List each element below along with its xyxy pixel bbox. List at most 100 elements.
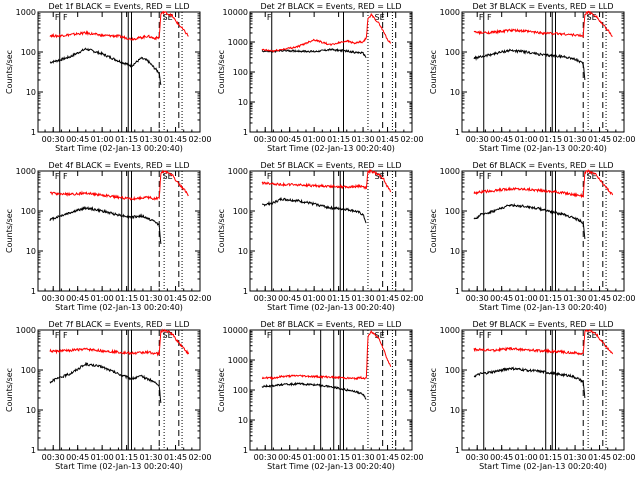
x-tick-label: 02:00 bbox=[400, 135, 423, 144]
x-axis-label: Start Time (02-Jan-13 00:20:40) bbox=[479, 144, 607, 153]
x-tick-label: 01:15 bbox=[327, 453, 350, 462]
x-axis-label: Start Time (02-Jan-13 00:20:40) bbox=[479, 303, 607, 312]
annotation-flag: F bbox=[479, 331, 484, 340]
x-tick-label: 01:15 bbox=[115, 294, 138, 303]
x-tick-label: 01:15 bbox=[327, 135, 350, 144]
x-tick-label: 02:00 bbox=[612, 135, 635, 144]
y-axis-label: Counts/sec bbox=[5, 368, 14, 412]
x-tick-label: 01:45 bbox=[588, 135, 611, 144]
x-tick-label: 01:30 bbox=[564, 294, 587, 303]
series-events-line bbox=[473, 48, 586, 81]
x-tick-label: 01:30 bbox=[352, 294, 375, 303]
x-tick-label: 02:00 bbox=[188, 294, 211, 303]
x-tick-label: 00:45 bbox=[66, 294, 89, 303]
panel-det-9: Det 9f BLACK = Events, RED = LLD 1 10 100 10… bbox=[429, 320, 636, 471]
annotation-flag: F bbox=[55, 13, 60, 22]
panel-det-6: Det 6f BLACK = Events, RED = LLD 1 10 100 10… bbox=[429, 161, 636, 312]
x-axis-label: Start Time (02-Jan-13 00:20:40) bbox=[267, 144, 395, 153]
x-tick-label: 00:30 bbox=[42, 294, 65, 303]
panel-det-2: Det 2f BLACK = Events, RED = LLD 1 10 100 10… bbox=[217, 2, 424, 153]
x-tick-label: 00:45 bbox=[490, 135, 513, 144]
x-tick-label: 01:45 bbox=[164, 135, 187, 144]
y-tick-label: 100 bbox=[233, 68, 248, 77]
panel-title: Det 4f BLACK = Events, RED = LLD bbox=[48, 161, 189, 170]
series-events-line bbox=[49, 47, 162, 86]
panel-title: Det 2f BLACK = Events, RED = LLD bbox=[260, 2, 401, 11]
x-tick-label: 01:00 bbox=[91, 135, 114, 144]
y-tick-label: 10 bbox=[450, 406, 460, 415]
plot-frame bbox=[249, 170, 413, 292]
x-tick-label: 01:30 bbox=[140, 135, 163, 144]
y-tick-label: 100 bbox=[21, 207, 36, 216]
series-lld-line bbox=[49, 328, 190, 357]
y-tick-label: 100 bbox=[21, 366, 36, 375]
x-axis-label: Start Time (02-Jan-13 00:20:40) bbox=[55, 462, 183, 471]
x-tick-label: 00:30 bbox=[466, 135, 489, 144]
x-tick-label: 01:30 bbox=[564, 135, 587, 144]
x-tick-label: 01:00 bbox=[515, 453, 538, 462]
y-tick-label: 100 bbox=[445, 366, 460, 375]
annotation-flag: SE bbox=[586, 172, 596, 181]
series-lld-line bbox=[473, 169, 614, 199]
y-axis-label: Counts/sec bbox=[429, 50, 438, 94]
y-tick-label: 100 bbox=[21, 48, 36, 57]
y-tick-label: 1 bbox=[243, 446, 248, 455]
annotation-flag: F bbox=[487, 172, 492, 181]
x-tick-label: 01:45 bbox=[588, 453, 611, 462]
x-axis-label: Start Time (02-Jan-13 00:20:40) bbox=[55, 144, 183, 153]
panel-title: Det 7f BLACK = Events, RED = LLD bbox=[48, 320, 189, 329]
panel-det-7: Det 7f BLACK = Events, RED = LLD 1 10 100 10… bbox=[5, 320, 212, 471]
x-tick-label: 01:15 bbox=[327, 294, 350, 303]
y-axis-label: Counts/sec bbox=[5, 209, 14, 253]
y-tick-label: 1 bbox=[455, 446, 460, 455]
y-tick-label: 1 bbox=[455, 287, 460, 296]
x-tick-label: 02:00 bbox=[188, 453, 211, 462]
series-lld-line bbox=[49, 10, 189, 41]
annotation-flag: SE bbox=[586, 331, 596, 340]
panel-det-5: Det 5f BLACK = Events, RED = LLD 1 10 100 10… bbox=[217, 161, 424, 312]
x-tick-label: 00:45 bbox=[278, 294, 301, 303]
y-tick-label: 10 bbox=[238, 98, 248, 107]
y-tick-label: 100 bbox=[445, 207, 460, 216]
y-tick-label: 1 bbox=[31, 128, 36, 137]
plot-frame bbox=[37, 170, 201, 292]
series-lld-line bbox=[261, 329, 392, 381]
x-tick-label: 00:45 bbox=[278, 453, 301, 462]
series-lld-line bbox=[49, 169, 189, 201]
x-tick-label: 01:30 bbox=[352, 135, 375, 144]
x-tick-label: 00:30 bbox=[254, 294, 277, 303]
x-tick-label: 01:00 bbox=[515, 294, 538, 303]
plot-frame bbox=[461, 170, 625, 292]
x-tick-label: 01:45 bbox=[376, 453, 399, 462]
x-tick-label: 02:00 bbox=[188, 135, 211, 144]
x-axis-label: Start Time (02-Jan-13 00:20:40) bbox=[267, 303, 395, 312]
y-axis-label: Counts/sec bbox=[5, 50, 14, 94]
annotation-flag: F bbox=[55, 331, 60, 340]
x-tick-label: 01:15 bbox=[115, 135, 138, 144]
annotation-flag: F bbox=[63, 331, 68, 340]
plot-frame bbox=[37, 11, 201, 133]
x-tick-label: 01:45 bbox=[376, 135, 399, 144]
x-axis-label: Start Time (02-Jan-13 00:20:40) bbox=[55, 303, 183, 312]
x-tick-label: 00:30 bbox=[42, 453, 65, 462]
y-tick-label: 10 bbox=[238, 416, 248, 425]
x-tick-label: 01:00 bbox=[303, 453, 326, 462]
x-tick-label: 01:30 bbox=[140, 294, 163, 303]
annotation-flag: F bbox=[267, 13, 272, 22]
x-tick-label: 01:45 bbox=[164, 453, 187, 462]
y-tick-label: 10 bbox=[26, 88, 36, 97]
series-lld-line bbox=[261, 168, 392, 193]
y-axis-label: Counts/sec bbox=[217, 368, 226, 412]
plot-frame bbox=[461, 11, 625, 133]
x-tick-label: 00:45 bbox=[66, 453, 89, 462]
x-tick-label: 02:00 bbox=[400, 294, 423, 303]
x-axis-label: Start Time (02-Jan-13 00:20:40) bbox=[479, 462, 607, 471]
y-tick-label: 1 bbox=[243, 287, 248, 296]
y-tick-label: 10 bbox=[238, 247, 248, 256]
annotation-flag: F bbox=[479, 172, 484, 181]
panel-det-3: Det 3f BLACK = Events, RED = LLD 1 10 100 10… bbox=[429, 2, 636, 153]
y-tick-label: 1000 bbox=[228, 356, 248, 365]
y-tick-label: 100 bbox=[233, 386, 248, 395]
series-events-line bbox=[49, 205, 162, 245]
